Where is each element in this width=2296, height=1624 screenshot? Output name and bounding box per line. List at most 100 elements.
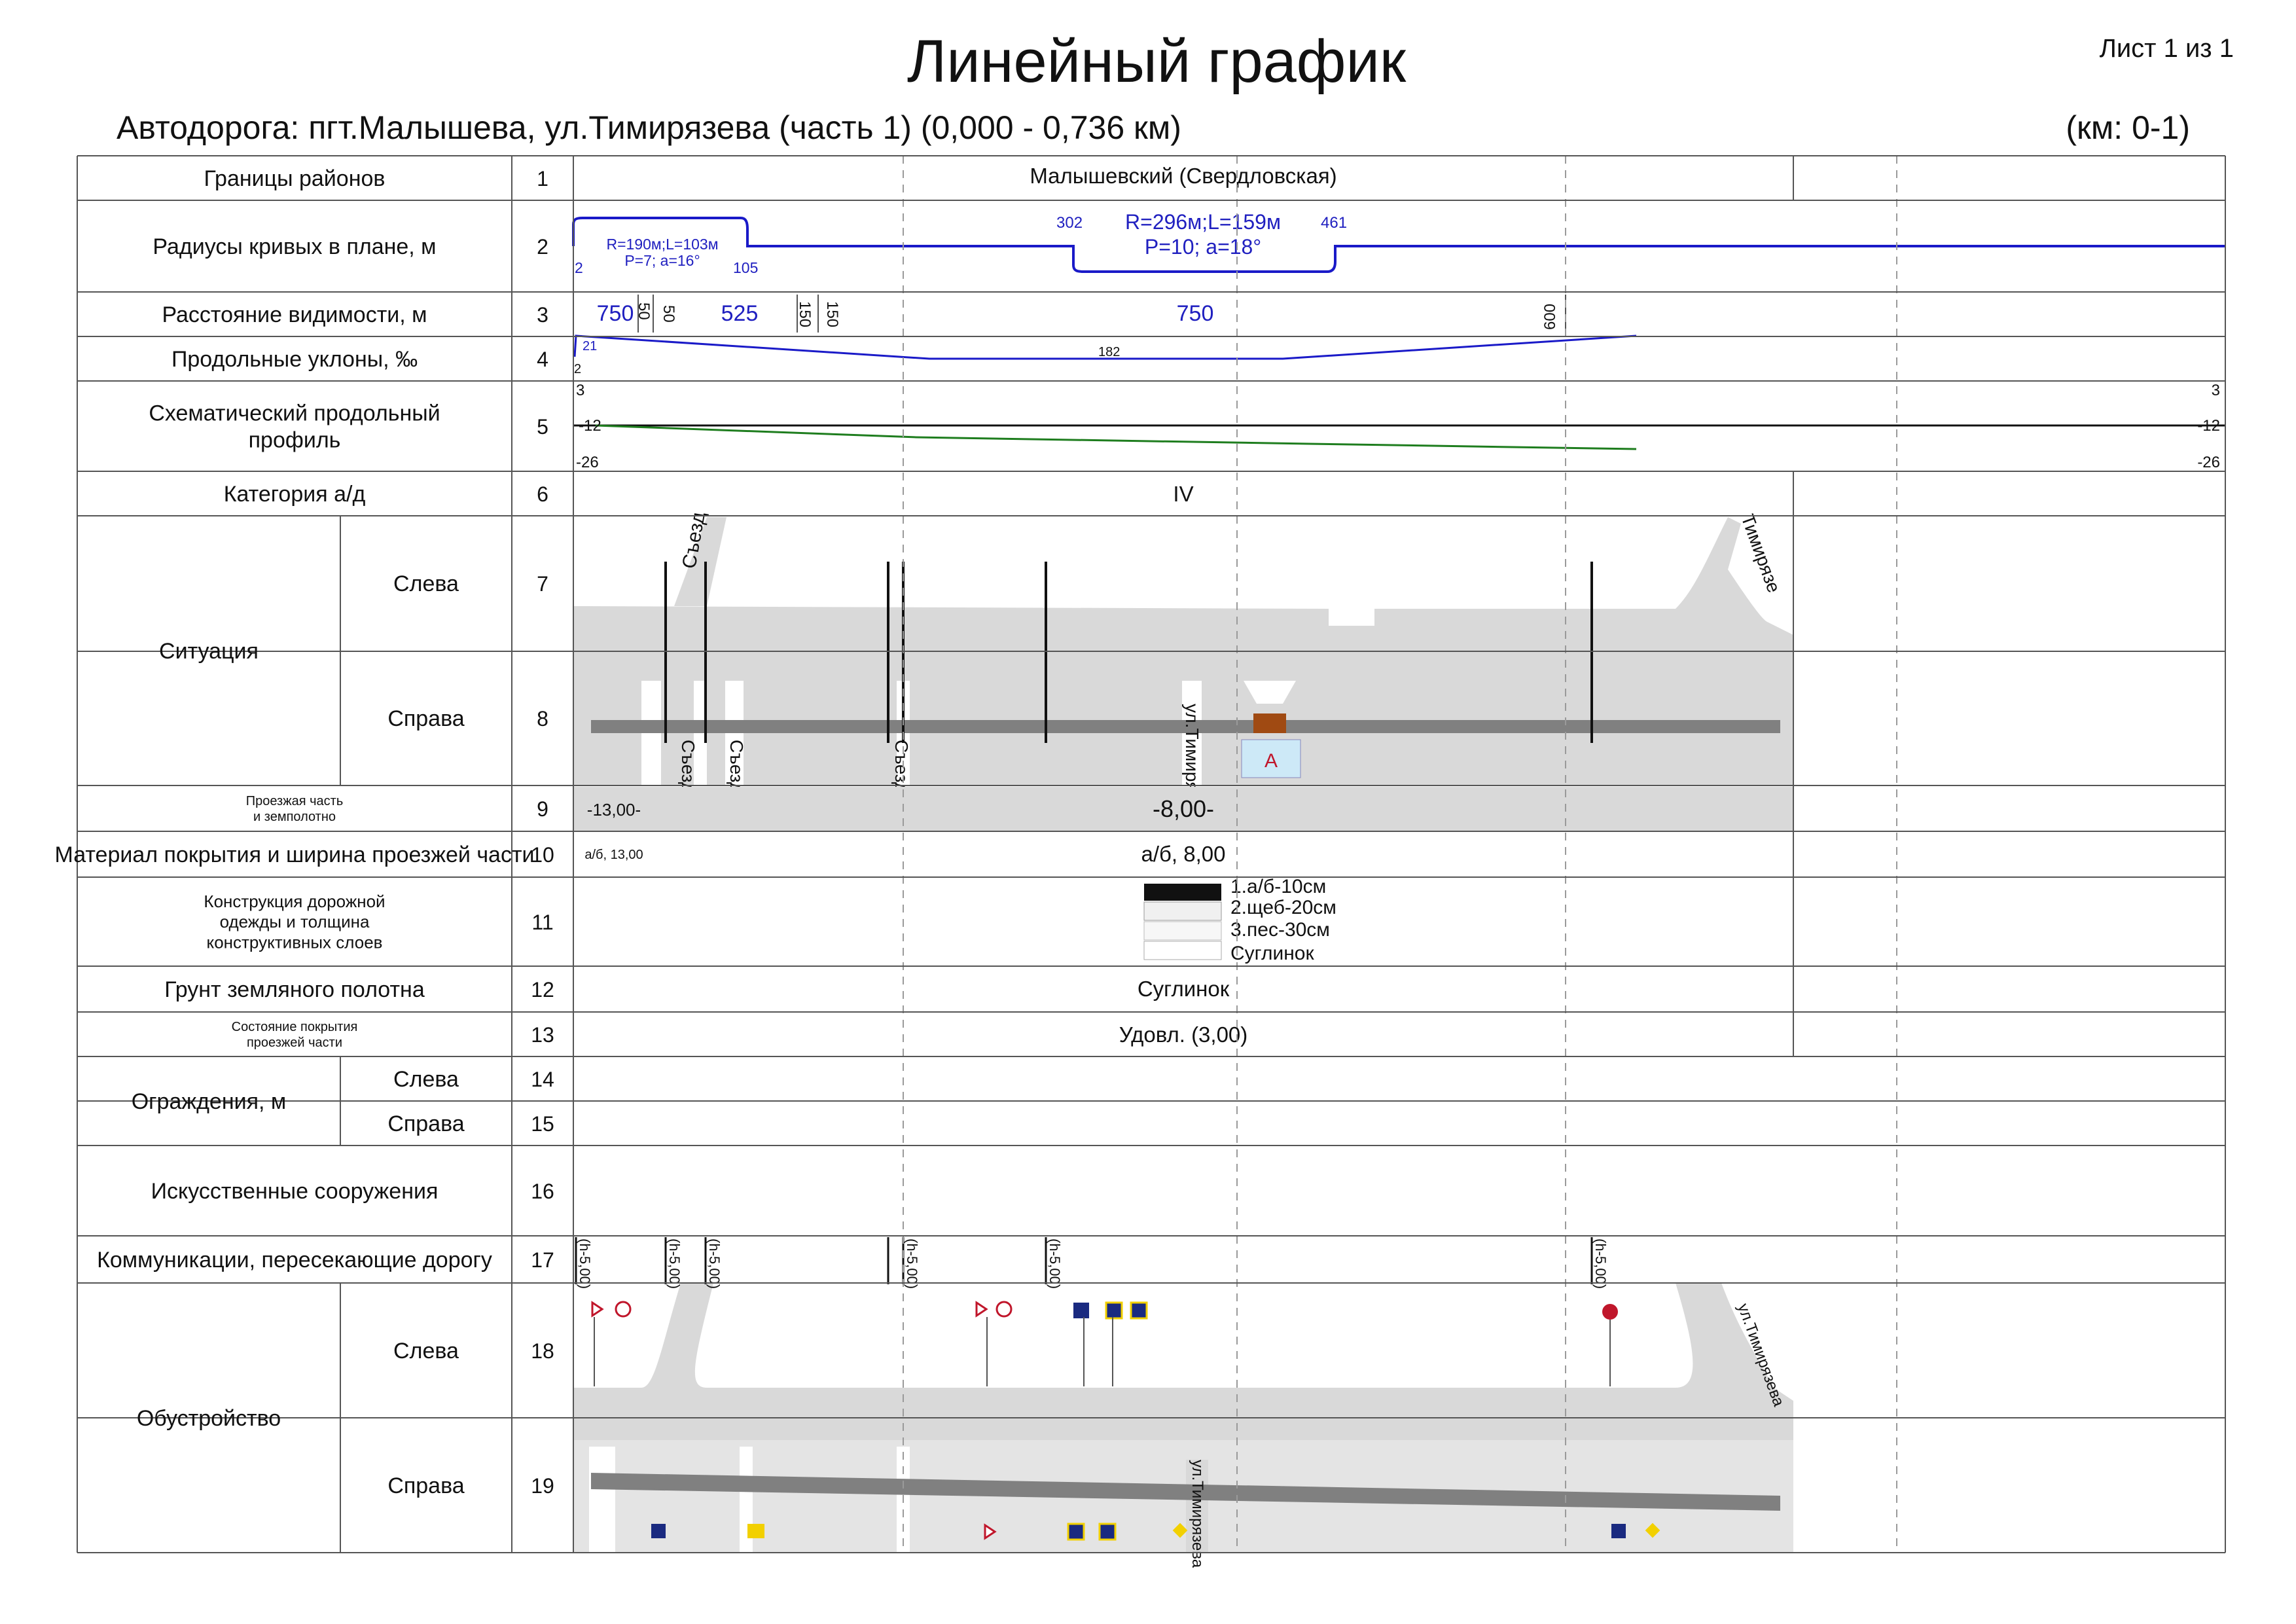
row-label: Состояние покрытия <box>232 1020 358 1034</box>
bus-stop <box>1253 713 1286 733</box>
facility-road-band <box>573 1283 1793 1440</box>
carriageway-main: -8,00- <box>1153 795 1214 822</box>
parking-sign-icon <box>651 1524 666 1538</box>
row-label: Коммуникации, пересекающие дорогу <box>97 1248 492 1272</box>
pavement-condition: Удовл. (3,00) <box>1119 1022 1248 1047</box>
profile-value: -12 <box>2197 417 2220 435</box>
plan-curves: R=190м;L=103м Р=7; a=16° 2 105 R=296м;L=… <box>572 210 2225 276</box>
facility-lane <box>591 1473 1780 1511</box>
comm-label: (h-5,00) <box>904 1238 920 1289</box>
comm-label: (h-5,00) <box>1592 1238 1609 1289</box>
row-label: Продольные уклоны, ‰ <box>171 347 418 372</box>
row-number: 16 <box>531 1180 554 1203</box>
row-label: Грунт земляного полотна <box>164 977 425 1002</box>
facility-street-label: ул.Тимирязева <box>1189 1460 1206 1568</box>
sheet-number: Лист 1 из 1 <box>2100 34 2234 63</box>
curve-line <box>572 217 2225 273</box>
curve1-label2: Р=7; a=16° <box>624 252 700 269</box>
profile-value: -12 <box>579 417 601 435</box>
warning-sign-icon <box>591 1301 604 1318</box>
side-road-label: Съезд <box>891 740 912 793</box>
layer-gravel <box>1143 901 1222 921</box>
row-label: проезжей части <box>247 1036 342 1050</box>
layer-asphalt <box>1144 884 1221 901</box>
curve2-start: 302 <box>1056 214 1083 232</box>
row-number: 6 <box>537 482 548 506</box>
row-label: конструктивных слоев <box>207 932 383 952</box>
communications-row: (h-5,00) (h-5,00) (h-5,00) (h-5,00) (h-5… <box>575 1237 1609 1289</box>
row-label: и земполотно <box>253 810 336 824</box>
comm-label: (h-5,00) <box>666 1238 683 1289</box>
row-number: 5 <box>537 415 548 439</box>
road-signs <box>591 1301 1660 1541</box>
row-number: 12 <box>531 978 554 1001</box>
road-name: Автодорога: пгт.Малышева, ул.Тимирязева … <box>117 109 1181 146</box>
road-left-spur <box>674 517 726 606</box>
row-number: 9 <box>537 797 548 821</box>
curve1-start: 2 <box>575 259 583 276</box>
layer-label: 3.пес-30см <box>1230 919 1330 941</box>
row-number: 10 <box>531 843 554 867</box>
row-label: профиль <box>249 427 341 452</box>
row-labels: Границы районов 1 Радиусы кривых в плане, … <box>54 166 554 1498</box>
street-label: ул.Тимиря <box>1182 704 1202 791</box>
row-number: 2 <box>537 235 548 259</box>
grade-value: 182 <box>1098 345 1120 359</box>
visibility-value: 50 <box>635 302 653 320</box>
no-entry-sign-icon <box>1602 1304 1618 1320</box>
layer-loam <box>1143 941 1222 960</box>
profile-value: -26 <box>2197 454 2220 471</box>
row-number: 14 <box>531 1068 554 1091</box>
curve1-label: R=190м;L=103м <box>606 236 718 253</box>
diamond-sign-icon <box>1172 1523 1188 1538</box>
profile-row: 3 -12 -26 3 -12 -26 <box>573 382 2225 471</box>
curve1-end: 105 <box>733 259 758 276</box>
crossing-sign-icon <box>1098 1523 1117 1541</box>
table-grid <box>77 155 2226 1553</box>
soil-type: Суглинок <box>1138 977 1230 1001</box>
curve2-end: 461 <box>1321 214 1347 232</box>
carriageway-first: -13,00- <box>587 800 641 820</box>
visibility-value: 600 <box>1541 304 1559 330</box>
layer-label: Суглинок <box>1230 943 1314 964</box>
side-road-label: Съезд <box>726 740 747 793</box>
profile-value: 3 <box>2212 382 2220 399</box>
row-number: 1 <box>537 167 548 190</box>
layer-legend: 1.а/б-10см 2.щеб-20см 3.пес-30см Суглино… <box>1143 876 1336 964</box>
row-label: Ситуация <box>159 639 259 664</box>
grade-value: 21 <box>583 339 597 353</box>
row-label: Ограждения, м <box>132 1089 287 1114</box>
bus-stop-sign-label: А <box>1265 750 1278 772</box>
row-label: Искусственные сооружения <box>151 1179 439 1204</box>
diamond-sign-icon <box>1645 1523 1660 1538</box>
row-label: Проезжая часть <box>246 794 344 808</box>
row-number: 15 <box>531 1112 554 1136</box>
row-label: Схематический продольный <box>149 401 440 426</box>
material-main: а/б, 8,00 <box>1141 842 1226 866</box>
crossing-sign-icon <box>1067 1523 1085 1541</box>
row-number: 18 <box>531 1339 554 1363</box>
visibility-value: 150 <box>796 301 814 327</box>
street-label: Тимирязе <box>1737 511 1784 595</box>
driveway <box>589 1447 615 1553</box>
profile-value: -26 <box>576 454 599 471</box>
speed-sign-icon <box>996 1301 1013 1318</box>
road-left-band <box>573 517 1793 681</box>
visibility-value: 150 <box>823 301 841 327</box>
km-range: (км: 0-1) <box>2066 109 2190 146</box>
district-name: Малышевский (Свердловская) <box>1030 164 1336 188</box>
grade-value: 2 <box>574 362 581 376</box>
carriageway-fill <box>573 787 1793 831</box>
layer-label: 1.а/б-10см <box>1230 876 1326 897</box>
curve2-label2: Р=10; a=18° <box>1145 235 1261 259</box>
speed-sign-icon <box>615 1301 632 1318</box>
situation-drawing: А Съезд Съезд Съезд Съезд ул.Тимиря Тими… <box>573 511 1793 1568</box>
layer-sand <box>1143 921 1222 941</box>
row-sublabel: Справа <box>387 1111 464 1136</box>
row-sublabel: Слева <box>393 1067 459 1092</box>
visibility-value: 750 <box>1177 301 1214 326</box>
row-number: 19 <box>531 1474 554 1498</box>
facility-street-side <box>1186 1460 1208 1553</box>
comm-label: (h-5,00) <box>577 1238 593 1289</box>
